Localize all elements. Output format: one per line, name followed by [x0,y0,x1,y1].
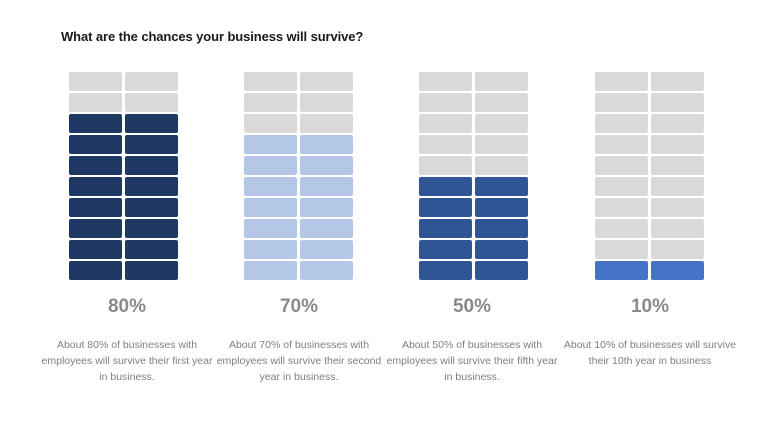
waffle-cell-empty [651,156,704,175]
waffle-cell-empty [651,93,704,112]
waffle-cell-empty [595,177,648,196]
waffle-cell-empty [475,135,528,154]
waffle-cell-empty [595,198,648,217]
waffle-cell-filled [69,156,122,175]
waffle-cell-filled [651,261,704,280]
waffle-cell-filled [475,198,528,217]
waffle-cell-empty [595,135,648,154]
waffle-cell-filled [475,240,528,259]
waffle-cell-filled [244,240,297,259]
waffle-cell-empty [651,135,704,154]
waffle-cell-empty [595,156,648,175]
waffle-cell-filled [69,177,122,196]
waffle-cell-filled [300,177,353,196]
waffle-grid [419,72,530,282]
waffle-cell-empty [244,72,297,91]
waffle-cell-filled [69,135,122,154]
chart-title: What are the chances your business will … [61,29,364,44]
waffle-cell-filled [300,261,353,280]
waffle-cell-empty [419,93,472,112]
waffle-cell-empty [475,156,528,175]
waffle-cell-empty [125,72,178,91]
waffle-cell-empty [475,72,528,91]
waffle-cell-filled [300,219,353,238]
waffle-cell-empty [595,219,648,238]
waffle-cell-empty [651,219,704,238]
waffle-cell-empty [651,240,704,259]
waffle-cell-empty [125,93,178,112]
waffle-cell-filled [69,219,122,238]
waffle-cell-empty [300,72,353,91]
percentage-label: 70% [279,296,319,317]
waffle-cell-filled [125,114,178,133]
waffle-cell-filled [125,177,178,196]
waffle-cell-empty [244,93,297,112]
percentage-label: 80% [107,296,147,317]
waffle-cell-filled [595,261,648,280]
waffle-grid [595,72,706,282]
percentage-label: 10% [630,296,670,317]
waffle-cell-filled [125,240,178,259]
waffle-cell-empty [419,114,472,133]
waffle-cell-empty [69,93,122,112]
waffle-cell-filled [475,177,528,196]
waffle-cell-empty [651,177,704,196]
caption-text: About 70% of businesses with employees w… [216,339,382,383]
survival-block-first-year: 80% About 80% of businesses with employe… [39,72,215,402]
waffle-cell-empty [475,114,528,133]
waffle-cell-empty [419,72,472,91]
waffle-cell-filled [125,219,178,238]
waffle-cell-empty [595,240,648,259]
caption-text: About 50% of businesses with employees w… [386,339,558,383]
waffle-cell-filled [475,219,528,238]
survival-block-tenth-year: 10% About 10% of businesses will survive… [562,72,738,402]
waffle-cell-filled [69,114,122,133]
waffle-cell-filled [244,261,297,280]
waffle-cell-filled [244,156,297,175]
waffle-cell-filled [419,261,472,280]
waffle-cell-empty [244,114,297,133]
waffle-cell-filled [300,240,353,259]
waffle-cell-filled [419,240,472,259]
waffle-cell-filled [475,261,528,280]
waffle-cell-filled [125,261,178,280]
waffle-cell-empty [595,114,648,133]
waffle-cell-empty [69,72,122,91]
waffle-cell-empty [595,93,648,112]
waffle-cell-filled [125,156,178,175]
caption-text: About 10% of businesses will survive the… [563,339,737,367]
waffle-cell-empty [651,114,704,133]
caption-text: About 80% of businesses with employees w… [41,339,213,383]
waffle-grid [244,72,355,282]
waffle-cell-filled [300,135,353,154]
waffle-cell-filled [244,135,297,154]
waffle-cell-filled [125,135,178,154]
waffle-cell-empty [300,114,353,133]
waffle-cell-empty [300,93,353,112]
waffle-cell-filled [300,156,353,175]
waffle-cell-empty [419,135,472,154]
waffle-cell-filled [125,198,178,217]
waffle-cell-filled [419,177,472,196]
waffle-cell-filled [419,219,472,238]
waffle-cell-empty [595,72,648,91]
waffle-cell-empty [419,156,472,175]
percentage-label: 50% [452,296,492,317]
waffle-cell-empty [475,93,528,112]
waffle-cell-filled [244,177,297,196]
waffle-cell-filled [69,240,122,259]
survival-block-fifth-year: 50% About 50% of businesses with employe… [384,72,560,402]
waffle-cell-filled [69,198,122,217]
waffle-grid [69,72,180,282]
waffle-cell-empty [651,72,704,91]
waffle-cell-filled [300,198,353,217]
waffle-cell-filled [244,198,297,217]
survival-block-second-year: 70% About 70% of businesses with employe… [211,72,387,402]
waffle-cell-empty [651,198,704,217]
waffle-cell-filled [244,219,297,238]
waffle-cell-filled [69,261,122,280]
waffle-cell-filled [419,198,472,217]
